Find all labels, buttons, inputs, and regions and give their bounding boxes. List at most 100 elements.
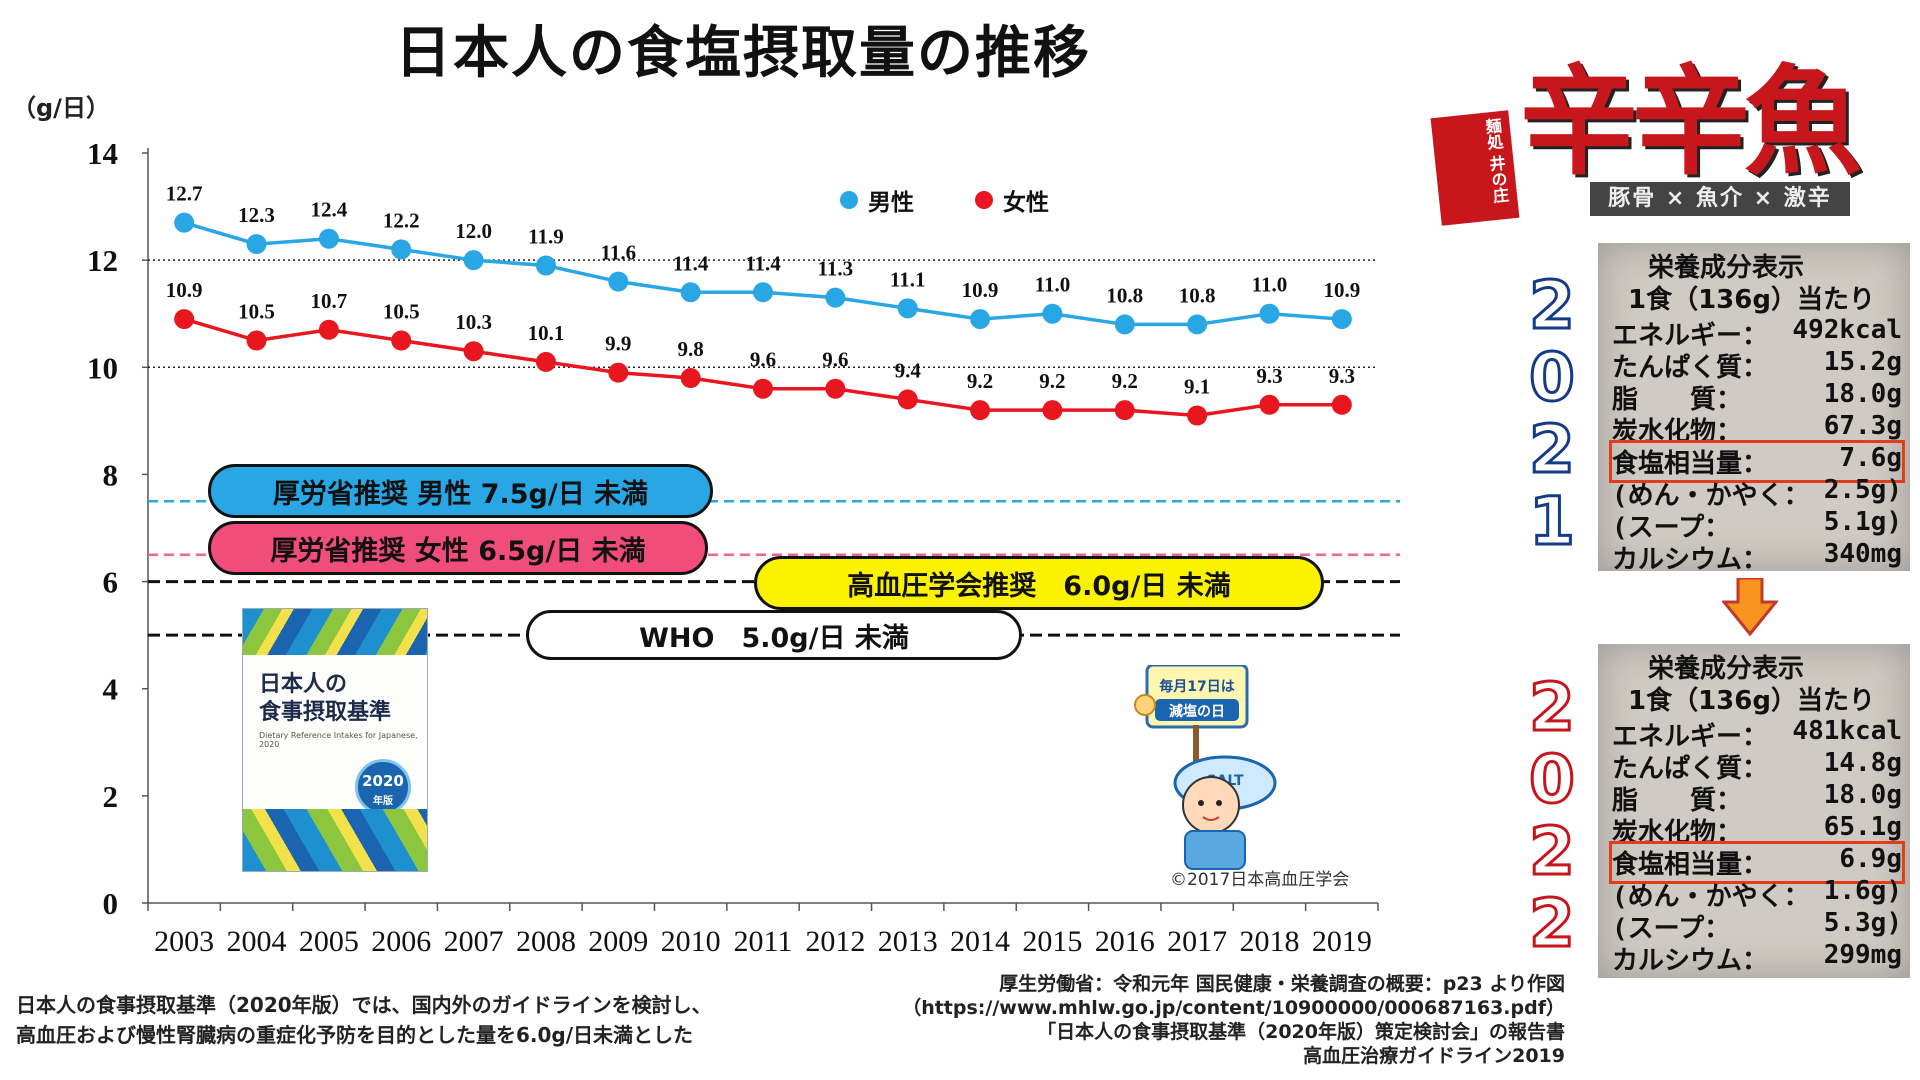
nutrition-row-label: (めん・かやく：: [1612, 481, 1810, 511]
data-label-female: 9.6: [822, 348, 848, 372]
data-label-male: 10.9: [962, 278, 999, 302]
y-tick-label: 12: [87, 243, 118, 278]
nutrition-row: 炭水化物： 65.1g: [1612, 812, 1902, 849]
x-tick-label: 2011: [734, 925, 793, 958]
data-point-female: [174, 309, 195, 330]
data-label-female: 9.1: [1184, 375, 1210, 399]
x-tick-label: 2005: [299, 925, 359, 958]
data-point-male: [174, 212, 195, 233]
nutrition-row-value: 299mg: [1823, 940, 1902, 970]
data-label-male: 11.9: [528, 225, 564, 249]
data-point-female: [535, 351, 556, 372]
label-2021-title: 栄養成分表示: [1648, 253, 1805, 283]
book-subtitle: Dietary Reference Intakes for Japanese, …: [259, 731, 418, 749]
note-left-line: 高血圧および慢性腎臓病の重症化予防を目的とした量を6.0g/日未満とした: [16, 1023, 694, 1047]
nutrition-row-value: 7.6g: [1839, 443, 1902, 473]
data-label-female: 9.2: [967, 369, 993, 393]
x-tick-label: 2019: [1312, 925, 1372, 958]
data-point-female: [680, 368, 701, 388]
year-digit: 0: [1528, 741, 1577, 818]
label-2022-title: 栄養成分表示: [1648, 654, 1805, 684]
mascot-sign-line1: 毎月17日は: [1159, 678, 1234, 695]
book-badge-suffix: 年版: [373, 796, 393, 807]
nutrition-row-value: 15.2g: [1823, 347, 1902, 377]
source-note-line: 厚生労働省：令和元年 国民健康・栄養調査の概要：p23 より作図: [999, 973, 1565, 995]
data-label-female: 9.4: [895, 358, 922, 382]
y-tick-label: 14: [87, 136, 118, 171]
source-note-line: （https://www.mhlw.go.jp/content/10900000…: [902, 997, 1565, 1019]
data-point-male: [1259, 303, 1280, 324]
data-point-female: [608, 362, 629, 383]
data-label-female: 9.8: [678, 337, 704, 361]
year-digit: 2: [1528, 411, 1577, 488]
x-tick-label: 2004: [227, 925, 287, 958]
year-digit: 2: [1528, 669, 1577, 746]
salt-equivalent-row: 食塩相当量： 7.6g: [1609, 440, 1905, 483]
nutrition-label-2021: 栄養成分表示 1食（136g）当たり エネルギー： 492kcal たんぱく質： 15…: [1598, 243, 1910, 571]
nutrition-row-label: 食塩相当量：: [1612, 449, 1769, 479]
nutrition-row-value: 18.0g: [1823, 780, 1902, 810]
data-point-male: [391, 239, 412, 260]
x-tick-label: 2008: [516, 925, 576, 958]
data-label-female: 10.7: [311, 289, 348, 313]
book-title: 日本人の 食事摂取基準: [259, 672, 392, 725]
data-point-male: [318, 228, 339, 249]
nutrition-row: カルシウム： 299mg: [1612, 940, 1902, 977]
data-label-female: 9.9: [605, 332, 631, 356]
nutrition-row-value: 492kcal: [1792, 315, 1902, 345]
data-point-female: [1042, 400, 1063, 421]
nutrition-row-label: (スープ：: [1612, 914, 1731, 944]
nutrition-row: たんぱく質： 14.8g: [1612, 748, 1902, 785]
y-tick-label: 2: [103, 779, 119, 814]
data-point-male: [1114, 314, 1135, 335]
mhlw-male-guideline-badge: 厚労省推奨 男性 7.5g/日 未満: [208, 464, 713, 518]
data-point-female: [1114, 400, 1135, 421]
data-label-female: 10.5: [238, 300, 275, 324]
data-point-female: [825, 378, 846, 399]
year-digit: 1: [1528, 483, 1577, 560]
book-badge-year: 2020: [362, 772, 404, 790]
data-point-female: [1187, 405, 1208, 426]
nutrition-label-2022: 栄養成分表示 1食（136g）当たり エネルギー： 481kcal たんぱく質： 14…: [1598, 644, 1910, 978]
year-digit: 2: [1528, 885, 1577, 962]
x-tick-label: 2010: [661, 925, 721, 958]
data-label-male: 12.2: [383, 208, 420, 232]
nutrition-row-value: 340mg: [1823, 539, 1902, 569]
nutrition-row-label: 炭水化物：: [1612, 818, 1743, 848]
nutrition-row-value: 481kcal: [1792, 716, 1902, 746]
nutrition-row-value: 5.3g): [1823, 908, 1902, 938]
data-point-female: [391, 330, 412, 351]
year-digit: 2: [1528, 813, 1577, 890]
source-note: 厚生労働省：令和元年 国民健康・栄養調査の概要：p23 より作図 （https:…: [902, 972, 1565, 1068]
data-point-male: [1187, 314, 1208, 335]
nutrition-row-label: エネルギー：: [1612, 321, 1769, 351]
data-point-female: [318, 319, 339, 340]
y-tick-label: 10: [87, 350, 118, 385]
legend-male: 男性: [840, 183, 914, 217]
y-tick-label: 8: [103, 457, 119, 492]
data-label-male: 10.8: [1106, 283, 1143, 307]
product-logo: 麺処 井の庄 辛辛魚 豚骨 × 魚介 × 激辛: [1430, 6, 1900, 226]
x-tick-label: 2013: [878, 925, 938, 958]
nutrition-row-label: 食塩相当量：: [1612, 850, 1769, 880]
year-digit: 0: [1528, 339, 1577, 416]
data-label-male: 11.6: [600, 241, 636, 265]
nutrition-row: カルシウム： 340mg: [1612, 539, 1902, 571]
nutrition-row-value: 1.6g): [1823, 876, 1902, 906]
line-chart: 0 2 4 6 8 10 12 14 2003 2004 2005 2006 2007 2008 2009 2…: [87, 136, 1400, 958]
data-label-male: 11.0: [1035, 273, 1071, 297]
data-label-female: 9.3: [1329, 364, 1355, 388]
x-tick-label: 2009: [588, 925, 648, 958]
arrow-down-icon: [1722, 578, 1778, 636]
copyright-note: ©2017日本高血圧学会: [1170, 870, 1350, 890]
data-label-male: 11.1: [890, 267, 926, 291]
legend-female: 女性: [975, 183, 1049, 217]
dietary-reference-book-cover: 日本人の 食事摂取基準 Dietary Reference Intakes fo…: [242, 608, 428, 872]
nutrition-row-label: たんぱく質：: [1612, 353, 1769, 383]
salt-equivalent-row: 食塩相当量： 6.9g: [1609, 841, 1905, 884]
nutrition-row-label: 脂 質：: [1612, 385, 1743, 415]
mascot-sign-line2: 減塩の日: [1169, 703, 1225, 720]
data-point-female: [753, 378, 773, 399]
x-tick-label: 2003: [154, 925, 214, 958]
